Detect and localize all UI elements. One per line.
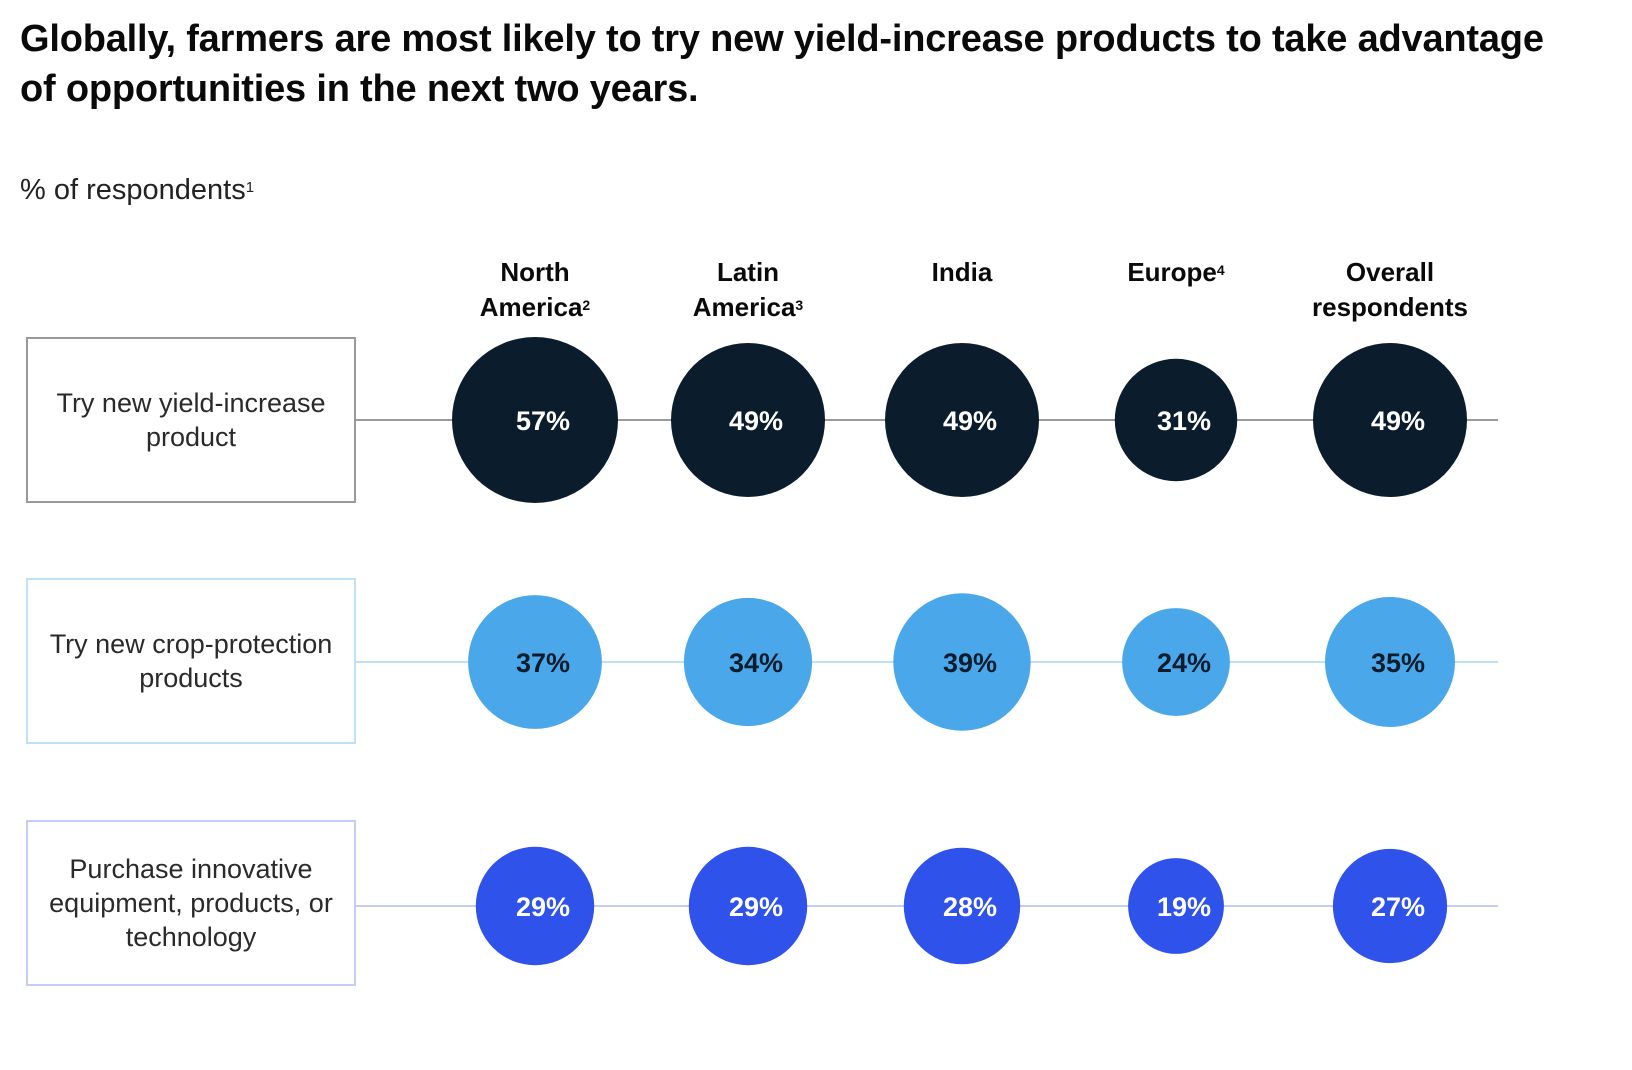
bubble-value-label: 29% [729, 892, 783, 922]
column-footnote: 2 [582, 297, 591, 313]
column-header-line1: North [500, 257, 570, 287]
bubble-circle [1128, 858, 1224, 954]
bubble-europe: 31% [1114, 358, 1238, 482]
column-header-overall: Overall respondents [1280, 255, 1500, 325]
bubble-value-label: 19% [1157, 892, 1211, 922]
bubble-circle [683, 597, 813, 727]
bubble-value-label: 57% [516, 406, 570, 436]
column-header-line1: Latin [716, 257, 780, 287]
bubble-value-label: 49% [1371, 406, 1425, 436]
bubble-value-label: 35% [1371, 648, 1425, 678]
bubble-europe: 19% [1128, 858, 1224, 954]
subtitle-text: % of respondents [20, 174, 246, 206]
bubble-latin-america: 29% [688, 846, 808, 966]
bubble-value-label: 34% [729, 648, 783, 678]
bubble-overall-respondents: 49% [1313, 343, 1467, 497]
bubble-north-america: 37% [468, 595, 602, 729]
bubble-value-label: 28% [943, 892, 997, 922]
subtitle-footnote: 1 [245, 179, 255, 196]
bubble-value-label: 49% [943, 406, 997, 436]
column-header-line2: America [479, 292, 583, 322]
bubble-latin-america: 49% [671, 343, 825, 497]
chart-subtitle: % of respondents1 [20, 172, 254, 208]
column-header-line2: respondents [1311, 292, 1469, 322]
bubble-value-label: 49% [729, 406, 783, 436]
bubble-india: 49% [885, 343, 1039, 497]
bubble-value-label: 31% [1157, 406, 1211, 436]
bubble-circle [688, 846, 808, 966]
bubble-circle [1122, 608, 1230, 716]
row-label-crop-protection: Try new crop-protection products [26, 578, 356, 744]
column-header-north-america: North America2 [425, 255, 645, 325]
column-header-line1: Europe [1127, 257, 1217, 287]
column-header-line2: America [692, 292, 796, 322]
column-header-europe: Europe4 [1066, 255, 1286, 290]
column-header-line1: Overall [1345, 257, 1435, 287]
bubble-india: 39% [893, 593, 1031, 731]
column-footnote: 4 [1216, 262, 1225, 278]
column-header-line1: India [931, 257, 993, 287]
bubble-value-label: 37% [516, 648, 570, 678]
chart-title: Globally, farmers are most likely to try… [20, 18, 1544, 110]
bubble-circle [1114, 358, 1238, 482]
column-header-latin-america: Latin America3 [638, 255, 858, 325]
bubble-circle [1332, 848, 1448, 964]
bubble-north-america: 57% [452, 337, 618, 503]
bubble-value-label: 24% [1157, 648, 1211, 678]
bubble-circle [893, 593, 1031, 731]
bubble-north-america: 29% [475, 846, 595, 966]
bubble-value-label: 39% [943, 648, 997, 678]
row-label-innovative-equipment: Purchase innovative equipment, products,… [26, 820, 356, 986]
bubble-circle [475, 846, 595, 966]
bubble-overall-respondents: 27% [1332, 848, 1448, 964]
column-footnote: 3 [795, 297, 804, 313]
column-header-india: India [852, 255, 1072, 290]
bubble-circle [671, 343, 825, 497]
bubble-overall-respondents: 35% [1325, 597, 1455, 727]
bubble-latin-america: 34% [683, 597, 813, 727]
bubble-circle [468, 595, 602, 729]
bubble-india: 28% [903, 847, 1021, 965]
bubble-circle [903, 847, 1021, 965]
bubble-circle [452, 337, 618, 503]
bubble-value-label: 29% [516, 892, 570, 922]
row-label-yield-increase: Try new yield-increase product [26, 337, 356, 503]
bubble-value-label: 27% [1371, 892, 1425, 922]
bubble-circle [1325, 597, 1455, 727]
bubble-europe: 24% [1122, 608, 1230, 716]
bubble-circle [885, 343, 1039, 497]
bubble-circle [1313, 343, 1467, 497]
